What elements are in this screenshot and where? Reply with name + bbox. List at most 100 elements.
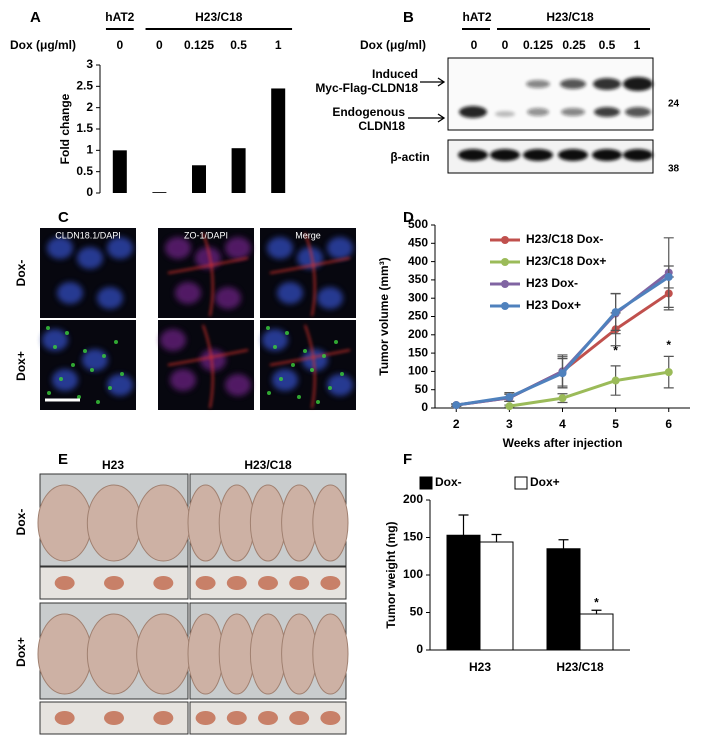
panel-letter: C — [58, 209, 69, 226]
micrograph — [158, 228, 254, 318]
tumor — [289, 576, 310, 590]
speck — [273, 345, 277, 349]
point — [611, 308, 620, 317]
band-label: Endogenous — [332, 105, 405, 119]
nucleus — [317, 287, 343, 309]
column-label: CLDN18.1/DAPI — [55, 230, 121, 240]
y-tick-label: 350 — [408, 272, 428, 286]
y-tick-label: 2 — [86, 100, 93, 114]
lane-label: 0 — [471, 38, 478, 52]
x-tick-label: 4 — [559, 417, 566, 431]
nucleus — [77, 247, 103, 269]
row-label: Dox+ — [14, 351, 28, 381]
junction — [167, 324, 249, 409]
dose-label: Dox (μg/ml) — [360, 38, 426, 52]
nucleus — [107, 374, 133, 396]
annotation: * — [594, 596, 599, 610]
lane-label: 1 — [634, 38, 641, 52]
tumor — [258, 576, 278, 590]
y-axis-label: Fold change — [58, 93, 72, 164]
nucleus — [225, 237, 251, 259]
column-label: H23/C18 — [244, 458, 292, 472]
micrograph — [158, 320, 254, 410]
legend-marker — [501, 302, 509, 310]
bar — [231, 148, 246, 193]
speck — [102, 354, 106, 358]
tumor — [226, 576, 247, 590]
y-tick-label: 0 — [421, 400, 428, 414]
mouse — [249, 613, 287, 695]
speck — [322, 354, 326, 358]
bar — [446, 534, 481, 651]
y-tick-label: 3 — [86, 57, 93, 71]
tumor — [54, 711, 75, 725]
nucleus — [170, 369, 196, 391]
x-tick-label: 2 — [453, 417, 460, 431]
y-tick-label: 250 — [408, 309, 428, 323]
x-tick-label: 6 — [665, 417, 672, 431]
y-tick-label: 100 — [408, 364, 428, 378]
band-label: CLDN18 — [358, 119, 405, 133]
y-tick-label: 500 — [408, 217, 428, 231]
panel-letters: A B C D E F — [30, 9, 414, 468]
row-label: Dox- — [14, 509, 28, 536]
panel-letter: A — [30, 9, 41, 26]
x-tick-label: 3 — [506, 417, 513, 431]
y-tick-label: 0 — [416, 642, 423, 656]
speck — [297, 395, 301, 399]
y-tick-label: 1 — [86, 143, 93, 157]
y-tick-label: 150 — [408, 345, 428, 359]
column-label: Merge — [295, 230, 321, 240]
mouse — [37, 613, 92, 695]
speck — [65, 331, 69, 335]
tumor — [320, 576, 341, 590]
micrograph — [40, 320, 136, 410]
bar — [192, 165, 206, 193]
tumor — [226, 711, 247, 725]
panel-letter: D — [403, 209, 414, 226]
band-label: Myc-Flag-CLDN18 — [315, 81, 418, 95]
mouse — [37, 484, 92, 562]
mouse — [136, 484, 191, 562]
lane-label: 0.25 — [562, 38, 586, 52]
lane-label: 0.5 — [599, 38, 616, 52]
y-tick-label: 200 — [408, 327, 428, 341]
y-tick-label: 2.5 — [76, 79, 93, 93]
legend-label: H23 Dox- — [526, 276, 578, 290]
mouse — [312, 613, 349, 695]
nucleus — [302, 349, 328, 371]
y-tick-label: 300 — [408, 290, 428, 304]
mouse — [249, 484, 287, 562]
y-tick-label: 0 — [86, 185, 93, 199]
mouse — [281, 484, 318, 562]
legend-label: Dox+ — [530, 475, 560, 489]
mouse — [218, 613, 255, 695]
nucleus — [200, 349, 226, 371]
nucleus — [165, 237, 191, 259]
row-label: Dox+ — [14, 637, 28, 667]
error-bar — [491, 533, 502, 542]
tumor — [153, 711, 174, 725]
junction — [167, 232, 249, 317]
x-tick-label: H23 — [469, 660, 491, 674]
speck — [71, 363, 75, 367]
point — [664, 368, 673, 377]
size-marker: 38 — [668, 164, 680, 175]
nucleus — [272, 369, 298, 391]
speck — [96, 400, 100, 404]
legend-marker — [501, 236, 509, 244]
tumor — [195, 711, 216, 725]
tumor — [104, 576, 124, 590]
annotation: * — [613, 343, 618, 357]
junction — [269, 324, 351, 409]
speck — [285, 331, 289, 335]
nucleus — [267, 237, 293, 259]
nucleus — [57, 282, 83, 304]
bar — [546, 548, 581, 651]
mouse — [281, 613, 318, 695]
legend-label: H23/C18 Dox- — [526, 232, 603, 246]
y-tick-label: 450 — [408, 235, 428, 249]
nucleus — [175, 282, 201, 304]
group-label: H23/C18 — [195, 10, 243, 24]
